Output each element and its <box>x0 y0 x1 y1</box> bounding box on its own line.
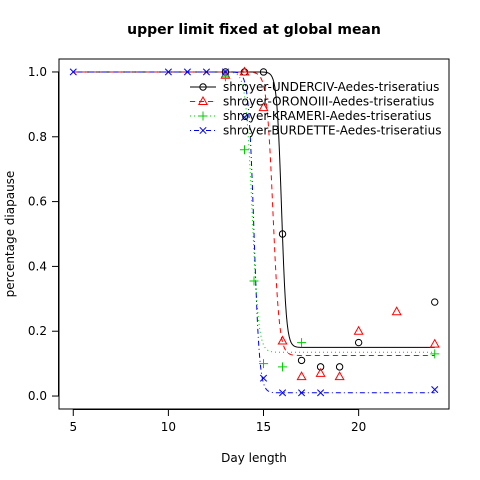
data-point-series-2 <box>315 367 326 377</box>
data-point-series-4 <box>278 389 287 397</box>
legend-label-4: shroyer-BURDETTE-Aedes-triseratius <box>223 124 441 138</box>
x-axis-label: Day length <box>221 451 287 465</box>
fit-curve-2 <box>73 71 435 357</box>
data-point-series-3 <box>220 72 230 82</box>
legend: shroyer-UNDERCIV-Aedes-triseratiusshroye… <box>190 80 441 138</box>
data-point-series-3 <box>249 276 259 286</box>
y-tick-label: 0.4 <box>28 259 47 273</box>
data-point-series-1 <box>316 363 325 371</box>
fit-curve-4 <box>73 71 435 394</box>
data-point-series-4 <box>259 374 268 382</box>
y-tick-label: 0.6 <box>28 195 47 209</box>
data-point-series-2 <box>239 66 250 76</box>
legend-marker-1 <box>199 83 207 91</box>
data-point-series-1 <box>278 230 287 238</box>
data-point-series-1 <box>259 68 268 76</box>
fit-curves <box>73 71 435 394</box>
data-point-series-1 <box>354 338 363 347</box>
legend-marker-2 <box>197 95 209 105</box>
legend-label-3: shroyer-KRAMERI-Aedes-triseratius <box>223 109 431 123</box>
data-point-series-2 <box>353 325 364 335</box>
data-point-series-2 <box>391 306 402 316</box>
data-point-series-1 <box>297 356 306 365</box>
y-axis-label: percentage diapause <box>3 171 17 298</box>
data-point-series-4 <box>431 386 439 394</box>
data-point-series-2 <box>296 371 307 381</box>
data-point-series-3 <box>278 362 288 372</box>
x-tick-label: 15 <box>256 420 271 434</box>
data-point-series-3 <box>297 338 307 348</box>
data-point-series-2 <box>258 102 269 112</box>
y-tick-label: 0.2 <box>28 324 47 338</box>
legend-marker-4 <box>199 126 207 135</box>
data-point-series-4 <box>298 389 306 397</box>
data-point-series-2 <box>277 335 288 345</box>
y-tick-label: 0.8 <box>28 130 47 144</box>
data-point-series-2 <box>429 338 440 348</box>
data-point-series-4 <box>240 113 249 121</box>
y-tick-label: 0.0 <box>28 389 47 403</box>
data-point-series-3 <box>430 349 440 359</box>
y-axis: 0.0 0.2 0.4 0.6 0.8 1.0 <box>28 65 59 403</box>
data-point-series-4 <box>164 68 172 76</box>
x-axis: 5 10 15 20 <box>69 409 366 434</box>
data-point-series-1 <box>431 298 439 306</box>
data-point-series-4 <box>317 389 325 397</box>
data-point-series-4 <box>202 68 210 76</box>
x-tick-label: 5 <box>69 420 77 434</box>
legend-marker-3 <box>198 111 208 121</box>
y-tick-label: 1.0 <box>28 65 47 79</box>
chart-title: upper limit fixed at global mean <box>127 22 381 38</box>
legend-label-2: shroyer-ORONOIII-Aedes-triseratius <box>223 95 434 109</box>
data-point-series-4 <box>183 68 191 76</box>
data-point-series-1 <box>335 363 344 371</box>
x-tick-label: 20 <box>351 420 366 434</box>
data-point-series-4 <box>69 68 77 76</box>
data-points <box>69 66 440 397</box>
data-point-series-3 <box>259 359 269 369</box>
x-tick-label: 10 <box>161 420 176 434</box>
data-point-series-2 <box>334 371 345 381</box>
data-point-series-4 <box>221 68 230 76</box>
data-point-series-3 <box>239 145 249 155</box>
legend-label-1: shroyer-UNDERCIV-Aedes-triseratius <box>223 80 439 94</box>
